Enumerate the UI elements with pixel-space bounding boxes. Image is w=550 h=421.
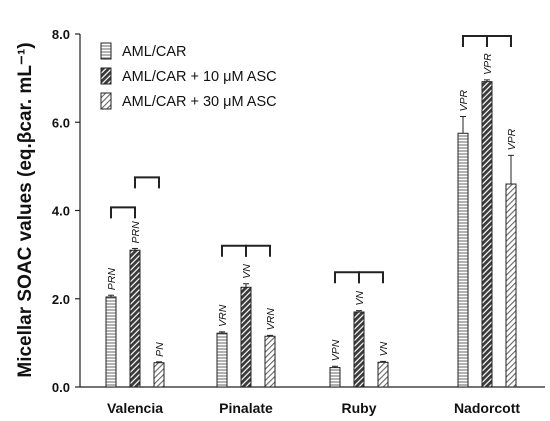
legend-item: AML/CAR + 30 μM ASC (100, 92, 277, 110)
bar-valencia-s1 (105, 296, 117, 388)
bar-significance-label: VRN (217, 304, 229, 327)
y-tick-label: 6.0 (52, 115, 70, 130)
bar-ruby-s1 (329, 367, 341, 388)
x-category-label-pinalate: Pinalate (219, 400, 273, 416)
y-tick-label: 8.0 (52, 27, 70, 42)
bar-significance-label: PN (154, 342, 166, 357)
significance-brackets (110, 35, 512, 284)
legend-swatch-aml-car (100, 42, 112, 60)
significance-bracket (221, 244, 247, 257)
category-labels: Valencia Pinalate Ruby Nadorcott (107, 400, 520, 416)
significance-bracket (462, 35, 488, 47)
bar-valencia-s3 (153, 362, 165, 388)
bar-significance-label: VPR (458, 90, 470, 112)
legend-label: AML/CAR + 10 μM ASC (122, 69, 277, 85)
y-axis-label: Micellar SOAC values (eq.βcar. mL⁻¹) (15, 42, 36, 377)
x-category-label-valencia: Valencia (107, 400, 163, 416)
legend-swatch-asc-10 (100, 67, 112, 85)
x-category-label-ruby: Ruby (342, 400, 377, 416)
bar-significance-label: PRN (130, 221, 142, 244)
significance-bracket (334, 271, 360, 284)
legend-label: AML/CAR (122, 44, 186, 60)
bar-ruby-s3 (377, 361, 389, 388)
y-tick-label: 0.0 (52, 380, 70, 395)
y-tick-label: 4.0 (52, 204, 70, 219)
legend: AML/CAR AML/CAR + 10 μM ASC AML/CAR + 30… (100, 42, 277, 110)
legend-label: AML/CAR + 30 μM ASC (122, 94, 277, 110)
significance-bracket (245, 244, 271, 257)
bar-nadorcott-s3 (505, 183, 517, 388)
y-tick-label: 2.0 (52, 292, 70, 307)
significance-bracket (134, 176, 160, 189)
y-ticks: 0.0 2.0 4.0 6.0 8.0 (52, 27, 80, 395)
bar-ruby-s2 (353, 311, 365, 388)
bars: PRN VRN VPN VPR PRN VN VN VPR PN VRN VN VPR (105, 53, 518, 388)
legend-swatch-asc-30 (100, 92, 112, 110)
legend-item: AML/CAR + 10 μM ASC (100, 67, 277, 85)
bar-pinalate-s1 (216, 332, 228, 388)
significance-bracket (486, 35, 512, 47)
x-category-label-nadorcott: Nadorcott (454, 400, 520, 416)
bar-significance-label: VPN (330, 339, 342, 361)
significance-bracket (358, 271, 384, 284)
bar-nadorcott-s2 (481, 81, 493, 388)
bar-significance-label: VN (241, 264, 253, 279)
bar-significance-label: VPR (482, 53, 494, 75)
bar-significance-label: VRN (265, 308, 277, 331)
significance-bracket (110, 206, 136, 219)
bar-significance-label: VN (354, 291, 366, 306)
bar-pinalate-s2 (240, 286, 252, 388)
bar-significance-label: VPR (506, 128, 518, 150)
bar-valencia-s2 (129, 249, 141, 388)
bar-significance-label: PRN (106, 268, 118, 291)
bar-nadorcott-s1 (457, 132, 469, 388)
bar-significance-label: VN (378, 341, 390, 356)
bar-pinalate-s3 (264, 335, 276, 388)
legend-item: AML/CAR (100, 42, 186, 60)
